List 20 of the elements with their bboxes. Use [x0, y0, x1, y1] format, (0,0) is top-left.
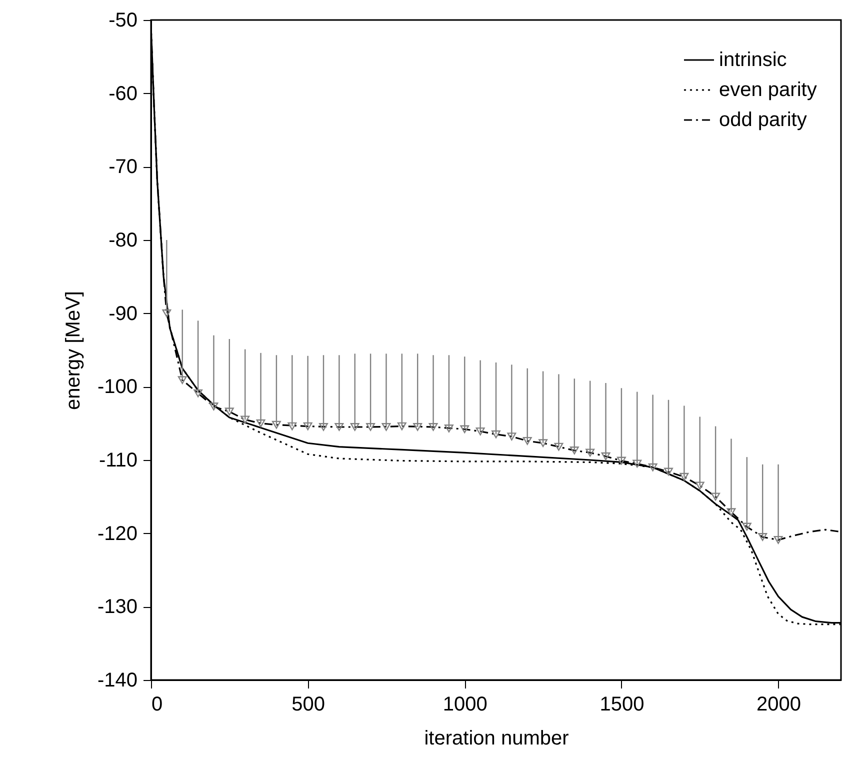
y-tick-label: -140: [97, 670, 138, 692]
y-tick-label: -70: [108, 156, 138, 178]
x-tick-label: 1500: [600, 694, 644, 716]
x-tick-label: 500: [292, 694, 326, 716]
x-tick-label: 1000: [442, 694, 488, 716]
y-tick-label: -120: [97, 522, 138, 545]
legend-label: even parity: [719, 79, 817, 101]
x-axis-title: iteration number: [424, 728, 570, 750]
y-tick-label: -80: [108, 230, 138, 252]
x-tick-label: 2000: [756, 694, 802, 716]
y-tick-label: -130: [97, 596, 138, 618]
legend-label: odd parity: [719, 109, 807, 131]
x-tick-label: 0: [152, 694, 163, 716]
y-tick-label: -60: [108, 82, 138, 105]
y-tick-label: -50: [108, 10, 138, 32]
y-axis-title: energy [MeV]: [62, 291, 84, 410]
y-tick-label: -110: [98, 450, 138, 472]
y-tick-label: -90: [108, 302, 138, 325]
legend-label: intrinsic: [719, 49, 787, 71]
y-tick-label: -100: [97, 376, 138, 398]
